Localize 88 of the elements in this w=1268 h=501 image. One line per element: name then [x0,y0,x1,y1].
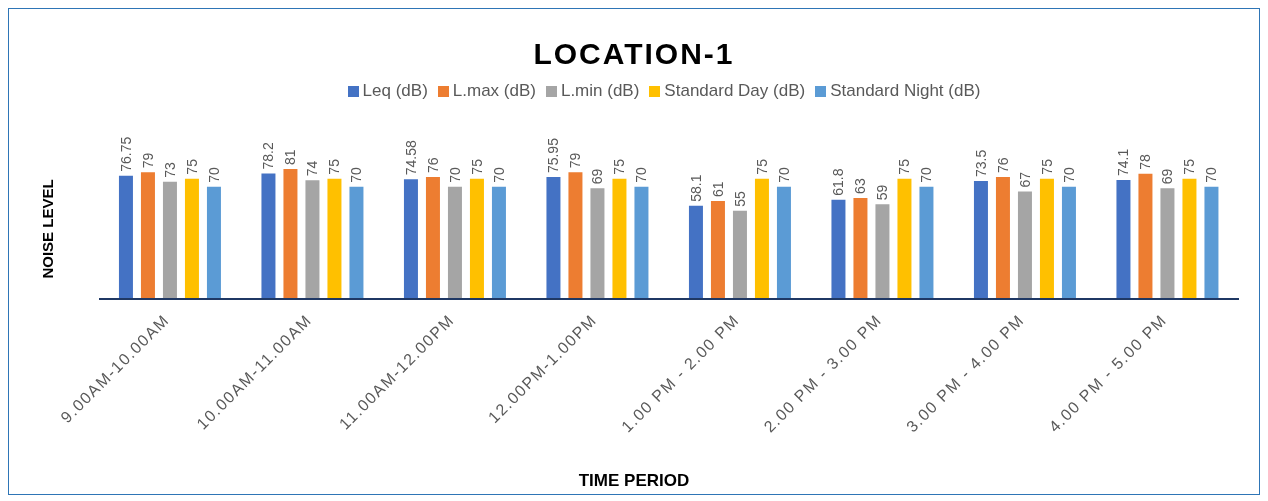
data-label: 70 [1203,166,1220,183]
bar [1061,186,1076,299]
bar [425,177,440,299]
bar [995,177,1010,299]
bar [710,201,725,299]
bar [612,178,627,299]
data-label: 78 [1137,154,1154,170]
data-label: 69 [1159,168,1176,185]
y-axis-title: NOISE LEVEL [38,179,56,279]
bar [283,169,298,299]
bar [1204,186,1219,299]
data-label: 73 [161,162,178,178]
bar [875,204,890,299]
bar [1116,180,1131,299]
data-label: 76.75 [117,136,134,172]
bar [327,178,342,299]
data-label: 74.58 [402,140,419,176]
data-label: 75 [183,158,200,175]
bar [118,175,133,299]
data-label: 63 [852,178,869,194]
data-label: 59 [874,184,891,201]
legend-label: Standard Night (dB) [830,81,981,100]
data-label: 75 [753,158,770,175]
bar [305,180,320,299]
bar [897,178,912,299]
bar [469,178,484,299]
data-label: 70 [633,166,650,183]
bar [546,177,561,299]
data-label: 70 [1060,166,1077,183]
data-label: 70 [205,166,222,183]
data-label: 76 [994,157,1011,174]
bar [1138,173,1153,299]
data-label: 75 [1181,158,1198,175]
bar [206,186,221,299]
data-label: 61.8 [830,168,847,196]
bar [184,178,199,299]
bar [919,186,934,299]
bar [1182,178,1197,299]
bar [1160,188,1175,299]
data-label: 79 [567,152,584,169]
bar [973,181,988,299]
bar [754,178,769,299]
bar [491,186,506,299]
data-label: 70 [490,166,507,183]
data-label: 58.1 [687,174,704,202]
bar [1039,178,1054,299]
bar [732,210,747,299]
data-label: 75 [326,158,343,175]
data-label: 75 [896,158,913,175]
legend-label: L.min (dB) [560,81,640,100]
bar [403,179,418,299]
data-label: 74 [304,160,321,177]
data-label: 70 [775,166,792,183]
bar [140,172,155,299]
bar [447,186,462,299]
data-label: 67 [1016,171,1033,188]
data-label: 70 [348,166,365,183]
data-label: 74.1 [1115,148,1132,177]
bar [776,186,791,299]
data-label: 75 [1038,158,1055,175]
bar [688,205,703,299]
data-label: 75 [468,158,485,175]
bar [634,186,649,299]
bar [568,172,583,299]
chart-title: LOCATION-1 [532,37,736,71]
legend-label: Standard Day (dB) [664,81,806,100]
bar [590,188,605,299]
data-label: 70 [918,166,935,183]
data-label: 75 [611,158,628,175]
data-label: 70 [446,166,463,183]
legend-label: Leq (dB) [362,81,428,100]
data-label: 61 [709,181,726,198]
data-label: 81 [282,149,299,165]
data-label: 69 [589,168,606,185]
data-label: 55 [731,190,748,207]
bar [349,186,364,299]
data-label: 76 [424,157,441,174]
bar [831,199,846,299]
bar [853,197,868,299]
bar [162,181,177,299]
data-label: 75.95 [545,137,562,174]
legend-label: L.max (dB) [452,81,536,100]
bar [261,173,276,299]
bar [1017,191,1032,299]
x-axis-title: TIME PERIOD [577,471,691,491]
data-label: 78.2 [260,142,277,170]
data-label: 73.5 [972,149,989,178]
data-label: 79 [139,152,156,169]
